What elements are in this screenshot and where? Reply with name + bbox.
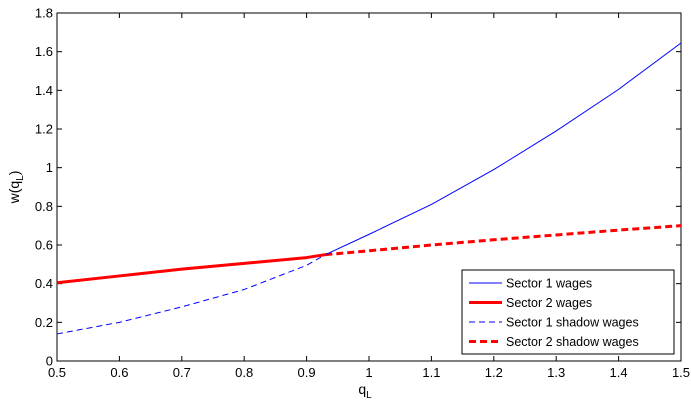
x-tick-label: 1.3 [547, 365, 565, 380]
x-tick-label: 1.1 [422, 365, 440, 380]
y-axis-label-suffix: ) [6, 171, 22, 176]
y-axis-label-subscript: L [15, 175, 26, 181]
x-axis-label-subscript: L [366, 390, 372, 401]
x-axis-ticks: 0.5 0.6 0.7 0.8 0.9 1 1.1 1.2 1.3 1.4 1.5 [48, 13, 690, 380]
y-axis-ticks: 0 0.2 0.4 0.6 0.8 1 1.2 1.4 1.6 1.8 [35, 6, 681, 369]
y-tick-label: 1.4 [35, 83, 53, 98]
x-tick-label: 1 [365, 365, 372, 380]
legend: Sector 1 wages Sector 2 wages Sector 1 sha… [461, 269, 675, 355]
y-tick-label: 0.8 [35, 199, 53, 214]
legend-label-4: Sector 2 shadow wages [506, 335, 639, 349]
series-line-3 [56, 254, 326, 335]
x-tick-label: 1.2 [485, 365, 503, 380]
series-line-4 [325, 224, 682, 257]
legend-label-2: Sector 2 wages [506, 296, 592, 310]
y-tick-label: 1.6 [35, 44, 53, 59]
x-tick-label: 1.4 [610, 365, 628, 380]
legend-label-3: Sector 1 shadow wages [506, 316, 639, 330]
x-axis-label-main: q [358, 381, 366, 397]
legend-label-1: Sector 1 wages [506, 277, 592, 291]
y-tick-label: 0.4 [35, 276, 53, 291]
y-axis-label: w(qL) [6, 171, 26, 205]
y-axis-label-prefix: w(q [6, 181, 22, 205]
y-tick-label: 1.2 [35, 122, 53, 137]
x-axis-label: qL [358, 381, 372, 401]
series-line-1 [325, 42, 682, 256]
y-tick-label: 0.2 [35, 315, 53, 330]
x-tick-label: 0.9 [298, 365, 316, 380]
x-tick-label: 1.5 [672, 365, 690, 380]
series-layer [56, 42, 682, 335]
x-tick-label: 0.6 [110, 365, 128, 380]
x-tick-label: 0.7 [173, 365, 191, 380]
y-tick-label: 1.8 [35, 6, 53, 21]
y-tick-label: 1 [46, 160, 53, 175]
y-tick-label: 0.6 [35, 238, 53, 253]
series-line-2 [56, 253, 326, 285]
x-tick-label: 0.5 [48, 365, 66, 380]
y-tick-label: 0 [46, 354, 53, 369]
x-tick-label: 0.8 [235, 365, 253, 380]
